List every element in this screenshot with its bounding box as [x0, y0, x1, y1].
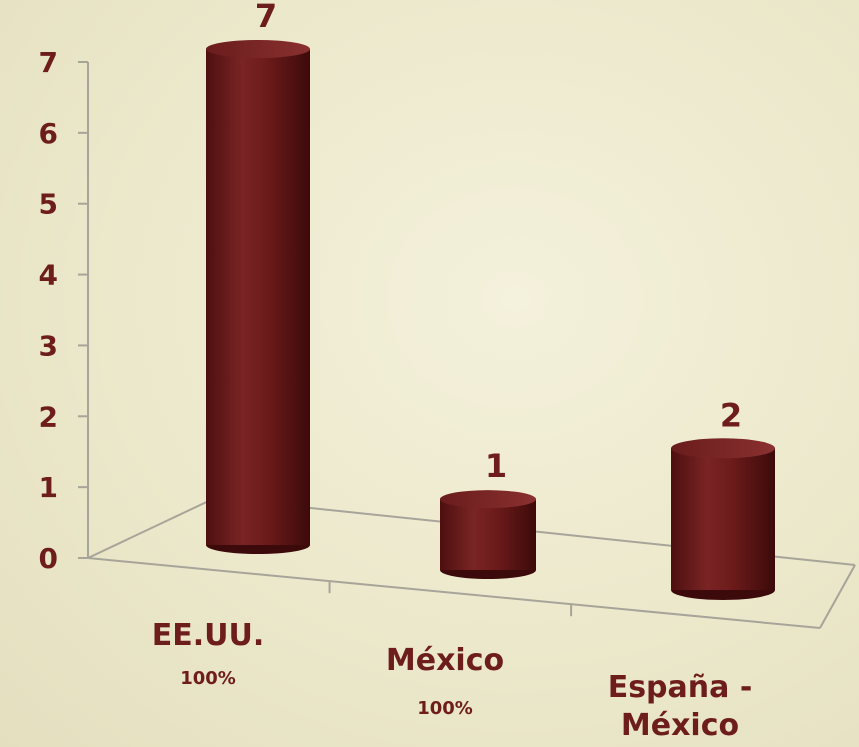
floor-left-edge	[87, 497, 216, 559]
x-category-label: EE.UU.	[152, 618, 265, 653]
bar	[671, 438, 775, 600]
data-label: 7	[255, 0, 277, 35]
data-label: 2	[720, 396, 742, 434]
bar-body	[206, 49, 310, 545]
y-tick-label: 7	[39, 46, 58, 79]
bar-top	[671, 438, 775, 459]
bar-body	[671, 448, 775, 590]
y-tick-label: 3	[39, 329, 58, 362]
x-category-label: España -	[608, 670, 753, 705]
bar-body	[440, 499, 536, 570]
x-category-label: México	[621, 708, 739, 743]
bar-top	[206, 40, 310, 58]
y-tick-label: 2	[39, 400, 58, 433]
bar-top	[440, 490, 536, 509]
data-label: 1	[485, 447, 507, 485]
x-axis-front-line	[87, 557, 821, 629]
bar	[206, 40, 310, 554]
y-tick-label: 1	[39, 471, 58, 504]
x-category-label: México	[386, 643, 504, 678]
y-tick-label: 6	[39, 117, 58, 150]
floor-right-edge	[819, 564, 856, 629]
category-percentage: 100%	[417, 698, 473, 719]
y-tick-label: 5	[39, 188, 58, 221]
y-tick-label: 4	[39, 259, 58, 292]
bar	[440, 490, 536, 579]
bars	[206, 40, 775, 600]
y-axis-ticks: 0 1 2 3 4 5 6 7	[39, 46, 88, 575]
y-tick-label: 0	[39, 542, 58, 575]
category-percentage: 100%	[180, 668, 236, 689]
